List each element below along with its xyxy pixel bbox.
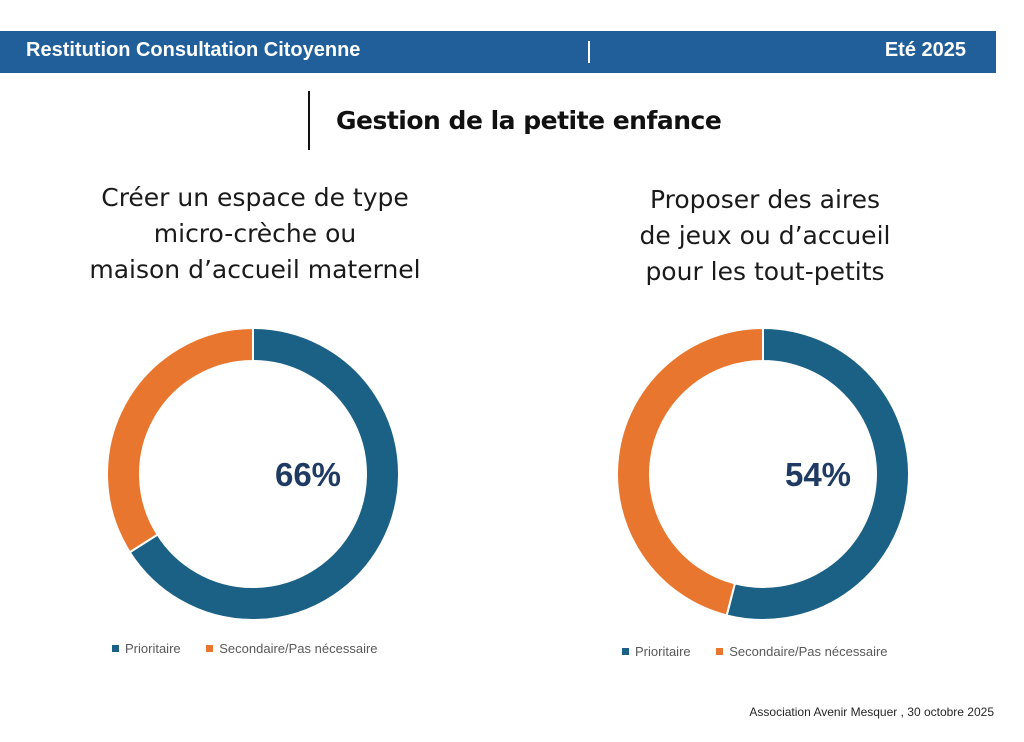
legend-item-secondaire: Secondaire/Pas nécessaire	[206, 641, 378, 656]
header-title: Restitution Consultation Citoyenne	[26, 39, 361, 61]
legend-right: Prioritaire Secondaire/Pas nécessaire	[622, 643, 910, 659]
donut-slice-prioritaire	[128, 326, 400, 621]
donut-slice-secondaire	[616, 326, 764, 617]
chart-title-line: Proposer des aires	[649, 185, 881, 214]
legend-swatch-secondaire	[716, 648, 724, 655]
donut-chart-left: 66%	[106, 326, 400, 621]
donut-slice-prioritaire	[725, 326, 910, 621]
donut-slice-secondaire	[106, 326, 254, 554]
legend-label: Secondaire/Pas nécessaire	[729, 644, 888, 659]
legend-label: Secondaire/Pas nécessaire	[219, 641, 378, 656]
chart-title-line: micro-crèche ou	[153, 219, 357, 248]
chart-title-line: pour les tout-petits	[645, 257, 885, 286]
legend-item-prioritaire: Prioritaire	[622, 644, 691, 659]
legend-label: Prioritaire	[125, 641, 181, 656]
legend-item-prioritaire: Prioritaire	[112, 641, 181, 656]
donut-chart-right: 54%	[616, 326, 910, 621]
legend-item-secondaire: Secondaire/Pas nécessaire	[716, 644, 888, 659]
header-separator	[588, 41, 590, 63]
legend-swatch-secondaire	[206, 645, 214, 652]
legend-swatch-prioritaire	[622, 648, 629, 655]
chart-title-line: de jeux ou d’accueil	[639, 221, 891, 250]
donut-center-label: 54%	[785, 456, 851, 493]
footer-credit: Association Avenir Mesquer , 30 octobre …	[749, 705, 994, 719]
header-date: Eté 2025	[884, 39, 966, 61]
chart-title-line: maison d’accueil maternel	[89, 255, 421, 284]
donut-center-label: 66%	[275, 456, 341, 493]
chart-title-right: Proposer des aires de jeux ou d’accueil …	[580, 182, 950, 290]
chart-title-line: Créer un espace de type	[101, 183, 409, 212]
legend-label: Prioritaire	[635, 644, 691, 659]
legend-left: Prioritaire Secondaire/Pas nécessaire	[112, 640, 400, 656]
header-banner: Restitution Consultation Citoyenne Eté 2…	[0, 31, 996, 73]
section-title: Gestion de la petite enfance	[336, 106, 722, 135]
legend-swatch-prioritaire	[112, 645, 119, 652]
section-divider	[308, 91, 310, 150]
chart-title-left: Créer un espace de type micro-crèche ou …	[60, 180, 450, 288]
